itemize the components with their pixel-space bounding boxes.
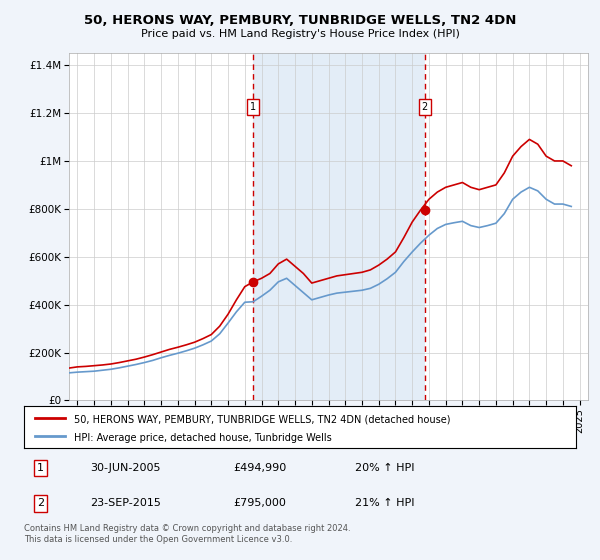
Text: 21% ↑ HPI: 21% ↑ HPI (355, 498, 415, 508)
Bar (253, 53, 425, 400)
Text: £494,990: £494,990 (234, 463, 287, 473)
Text: 30-JUN-2005: 30-JUN-2005 (90, 463, 161, 473)
Text: 2: 2 (37, 498, 44, 508)
Text: 23-SEP-2015: 23-SEP-2015 (90, 498, 161, 508)
Text: Price paid vs. HM Land Registry's House Price Index (HPI): Price paid vs. HM Land Registry's House … (140, 29, 460, 39)
Text: 50, HERONS WAY, PEMBURY, TUNBRIDGE WELLS, TN2 4DN: 50, HERONS WAY, PEMBURY, TUNBRIDGE WELLS… (84, 14, 516, 27)
Text: 1: 1 (37, 463, 44, 473)
Text: 1: 1 (250, 102, 256, 112)
Text: Contains HM Land Registry data © Crown copyright and database right 2024.
This d: Contains HM Land Registry data © Crown c… (24, 524, 350, 544)
Text: HPI: Average price, detached house, Tunbridge Wells: HPI: Average price, detached house, Tunb… (74, 433, 331, 443)
Text: 50, HERONS WAY, PEMBURY, TUNBRIDGE WELLS, TN2 4DN (detached house): 50, HERONS WAY, PEMBURY, TUNBRIDGE WELLS… (74, 414, 450, 424)
Text: 20% ↑ HPI: 20% ↑ HPI (355, 463, 415, 473)
Text: 2: 2 (422, 102, 428, 112)
Text: £795,000: £795,000 (234, 498, 287, 508)
